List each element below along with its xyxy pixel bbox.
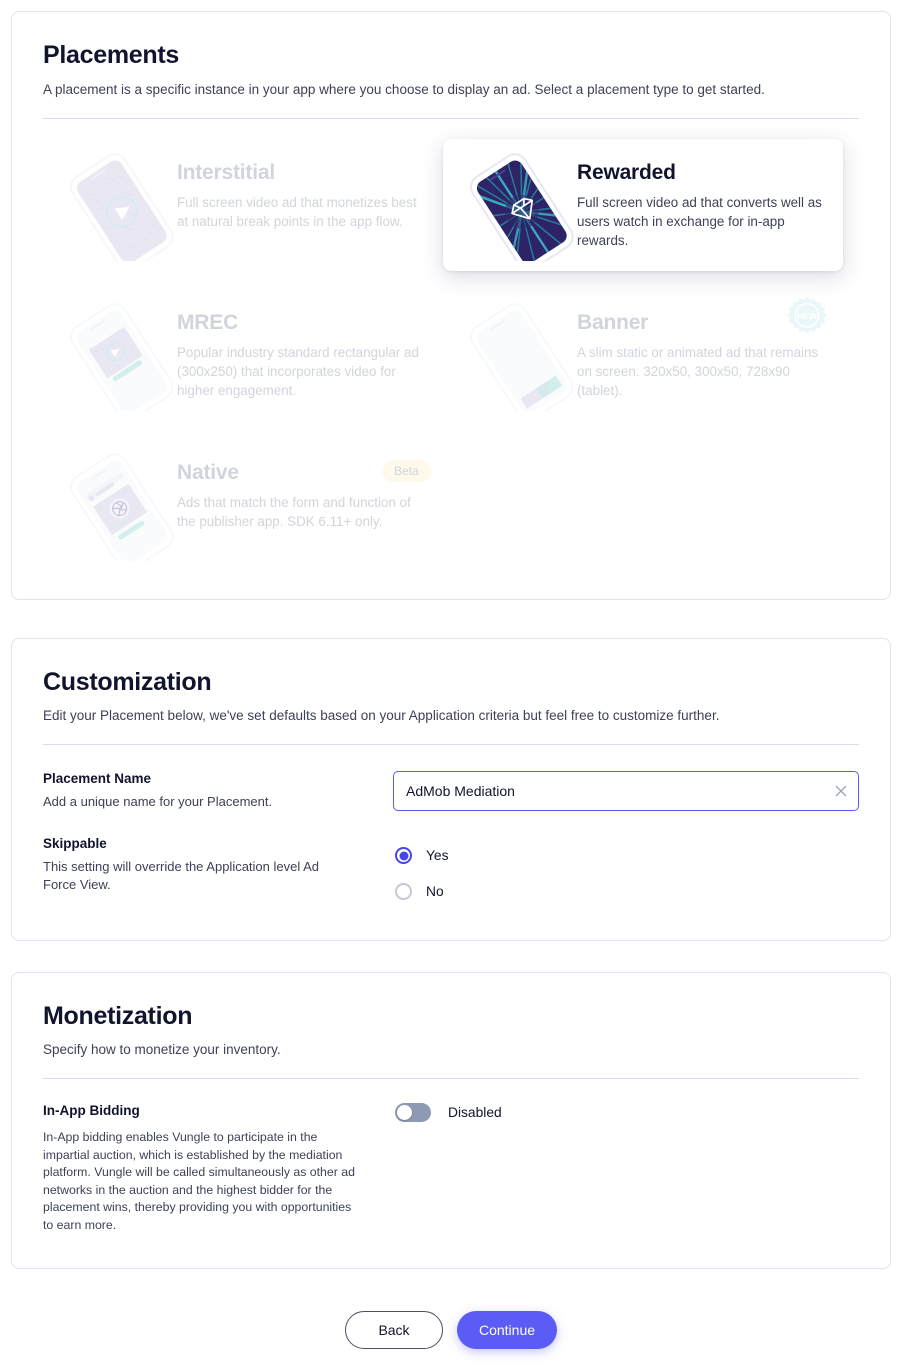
customization-panel: Customization Edit your Placement below,… xyxy=(11,637,891,941)
placement-name-rewarded: Rewarded xyxy=(577,160,676,184)
phone-mrec-icon xyxy=(57,303,177,411)
monetization-divider xyxy=(43,1078,859,1080)
in-app-bidding-labels: In-App Bidding In-App bidding enables Vu… xyxy=(43,1103,395,1234)
in-app-bidding-toggle[interactable] xyxy=(395,1103,431,1123)
toggle-knob xyxy=(397,1105,412,1121)
placement-card-banner[interactable]: Banner A slim static or animated ad that… xyxy=(443,289,843,421)
placement-desc-interstitial: Full screen video ad that monetizes best… xyxy=(177,194,417,229)
placements-subtitle: A placement is a specific instance in yo… xyxy=(43,81,765,97)
skippable-label: Skippable xyxy=(43,835,107,851)
skippable-row: Skippable This setting will override the… xyxy=(43,812,859,910)
phone-banner-icon xyxy=(457,303,577,411)
placement-name-control: AdMob Mediation xyxy=(393,771,859,812)
placements-divider xyxy=(43,117,859,119)
placement-card-native[interactable]: Native Ads that match the form and funct… xyxy=(43,439,443,571)
placement-name-interstitial: Interstitial xyxy=(177,160,275,184)
phone-gem-icon xyxy=(457,153,577,261)
phone-play-icon xyxy=(57,153,177,261)
in-app-bidding-description: In-App bidding enables Vungle to partici… xyxy=(43,1130,355,1232)
placement-row-3: Native Ads that match the form and funct… xyxy=(43,439,859,571)
skippable-option-no[interactable]: No xyxy=(395,874,859,910)
placement-name-input[interactable]: AdMob Mediation xyxy=(393,771,859,812)
in-app-bidding-control: Disabled xyxy=(395,1103,859,1234)
skippable-hint: This setting will override the Applicati… xyxy=(43,858,320,892)
placement-name-mrec: MREC xyxy=(177,310,239,334)
placements-panel: Placements A placement is a specific ins… xyxy=(11,11,891,600)
placement-name-row: Placement Name Add a unique name for you… xyxy=(43,745,859,812)
placement-name-banner: Banner xyxy=(577,310,649,334)
placement-name-hint: Add a unique name for your Placement. xyxy=(43,794,273,810)
placement-card-interstitial[interactable]: Interstitial Full screen video ad that m… xyxy=(43,139,443,271)
placement-desc-native: Ads that match the form and function of … xyxy=(177,494,411,529)
customization-title: Customization xyxy=(43,667,212,696)
placement-card-rewarded[interactable]: Rewarded Full screen video ad that conve… xyxy=(443,138,843,271)
in-app-bidding-label: In-App Bidding xyxy=(43,1103,140,1119)
skippable-option-yes-label: Yes xyxy=(426,848,449,864)
placement-card-mrec[interactable]: MREC Popular industry standard rectangul… xyxy=(43,289,443,421)
badge-beta: Beta xyxy=(382,459,431,482)
placement-row-2: MREC Popular industry standard rectangul… xyxy=(43,289,859,421)
back-button[interactable]: Back xyxy=(345,1311,443,1350)
placement-name-label: Placement Name xyxy=(43,771,152,787)
customization-subtitle: Edit your Placement below, we've set def… xyxy=(43,708,720,724)
wizard-footer: Back Continue xyxy=(11,1311,891,1350)
skippable-radio-group: Yes No xyxy=(395,836,859,910)
skippable-control: Yes No xyxy=(395,836,859,910)
placement-name-value: AdMob Mediation xyxy=(406,783,515,800)
placement-desc-rewarded: Full screen video ad that converts well … xyxy=(577,194,822,248)
in-app-bidding-state-label: Disabled xyxy=(448,1105,502,1121)
continue-button[interactable]: Continue xyxy=(457,1311,557,1350)
skippable-labels: Skippable This setting will override the… xyxy=(43,836,395,910)
radio-icon-yes[interactable] xyxy=(395,847,412,865)
placement-type-grid: Interstitial Full screen video ad that m… xyxy=(43,119,859,599)
badge-new-seal: NEW xyxy=(785,296,829,340)
placement-row-1: Interstitial Full screen video ad that m… xyxy=(43,138,859,271)
close-icon[interactable] xyxy=(834,784,848,798)
placement-desc-mrec: Popular industry standard rectangular ad… xyxy=(177,344,419,398)
monetization-panel: Monetization Specify how to monetize you… xyxy=(11,971,891,1270)
monetization-title: Monetization xyxy=(43,1001,193,1030)
skippable-option-yes[interactable]: Yes xyxy=(395,838,859,874)
placement-desc-banner: A slim static or animated ad that remain… xyxy=(577,344,819,398)
customization-divider xyxy=(43,744,859,746)
placement-name-native: Native xyxy=(177,460,239,484)
phone-native-icon xyxy=(57,453,177,561)
in-app-bidding-toggle-row: Disabled xyxy=(395,1103,859,1123)
placement-name-labels: Placement Name Add a unique name for you… xyxy=(43,771,393,811)
skippable-option-no-label: No xyxy=(426,884,444,900)
monetization-subtitle: Specify how to monetize your inventory. xyxy=(43,1042,281,1058)
placements-title: Placements xyxy=(43,41,179,69)
in-app-bidding-row: In-App Bidding In-App bidding enables Vu… xyxy=(43,1079,859,1234)
radio-icon-no[interactable] xyxy=(395,883,412,901)
svg-text:NEW: NEW xyxy=(797,311,818,321)
